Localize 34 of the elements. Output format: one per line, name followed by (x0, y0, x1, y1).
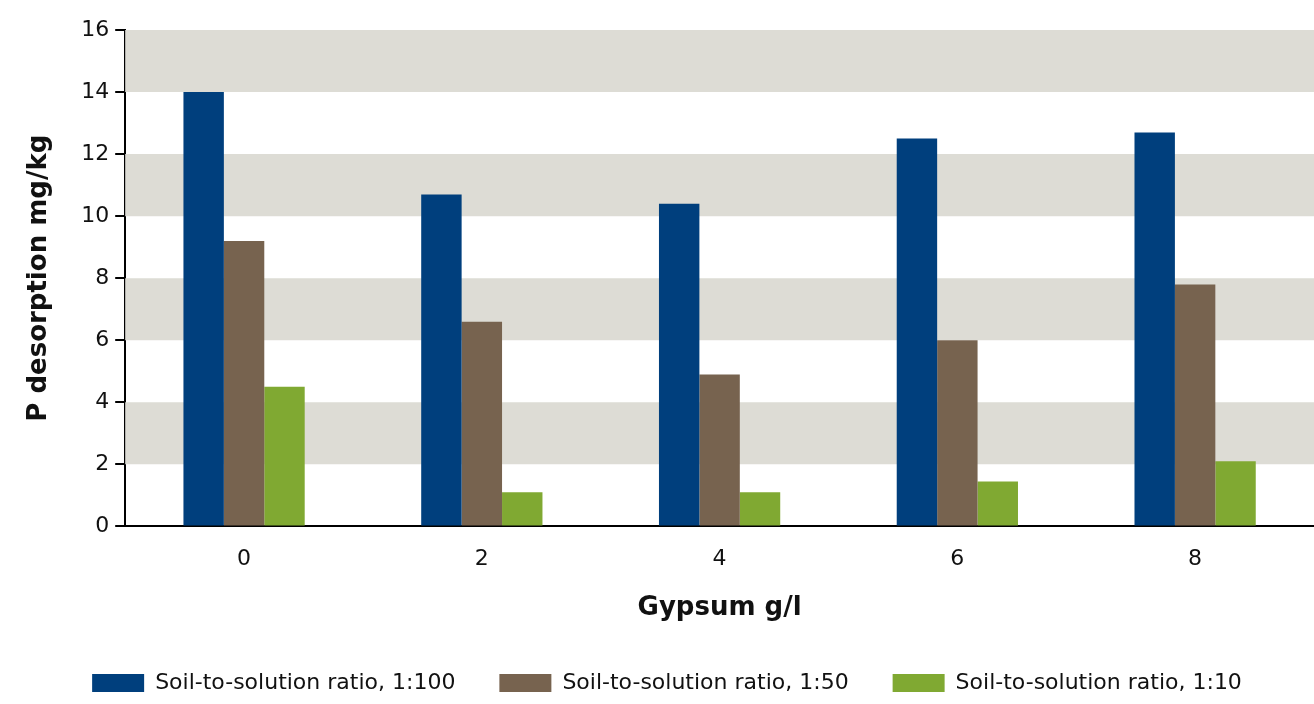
bar (658, 203, 700, 526)
x-tick-label: 8 (1188, 545, 1203, 571)
bar (699, 374, 740, 526)
y-tick-label: 8 (95, 263, 110, 289)
bar (502, 492, 543, 526)
y-tick-label: 16 (81, 15, 110, 41)
x-tick-label: 4 (712, 545, 727, 571)
bar (896, 138, 938, 526)
bar (223, 240, 265, 526)
x-tick-label: 6 (950, 545, 965, 571)
legend-label: Soil-to-solution ratio, 1:50 (562, 668, 849, 694)
y-tick-label: 6 (95, 325, 110, 351)
bar (739, 492, 781, 526)
bar (937, 340, 978, 526)
y-tick-label: 14 (81, 77, 110, 103)
bar (1215, 461, 1256, 526)
bar (461, 321, 503, 526)
legend-label: Soil-to-solution ratio, 1:10 (955, 668, 1242, 694)
bar (183, 92, 224, 526)
y-tick-label: 12 (81, 139, 110, 165)
y-axis-title: P desorption mg/kg (22, 134, 53, 422)
bar (977, 481, 1018, 526)
x-axis-title: Gypsum g/l (637, 591, 802, 622)
x-tick-label: 2 (474, 545, 489, 571)
bar (264, 386, 305, 526)
y-tick-label: 4 (95, 388, 110, 414)
legend-label: Soil-to-solution ratio, 1:100 (155, 668, 456, 694)
bar (421, 194, 462, 526)
y-tick-label: 0 (95, 512, 110, 538)
y-tick-label: 2 (95, 450, 110, 476)
x-tick-label: 0 (237, 545, 252, 571)
y-tick-label: 10 (81, 201, 110, 227)
bar (1134, 132, 1175, 526)
bar (1174, 284, 1216, 526)
